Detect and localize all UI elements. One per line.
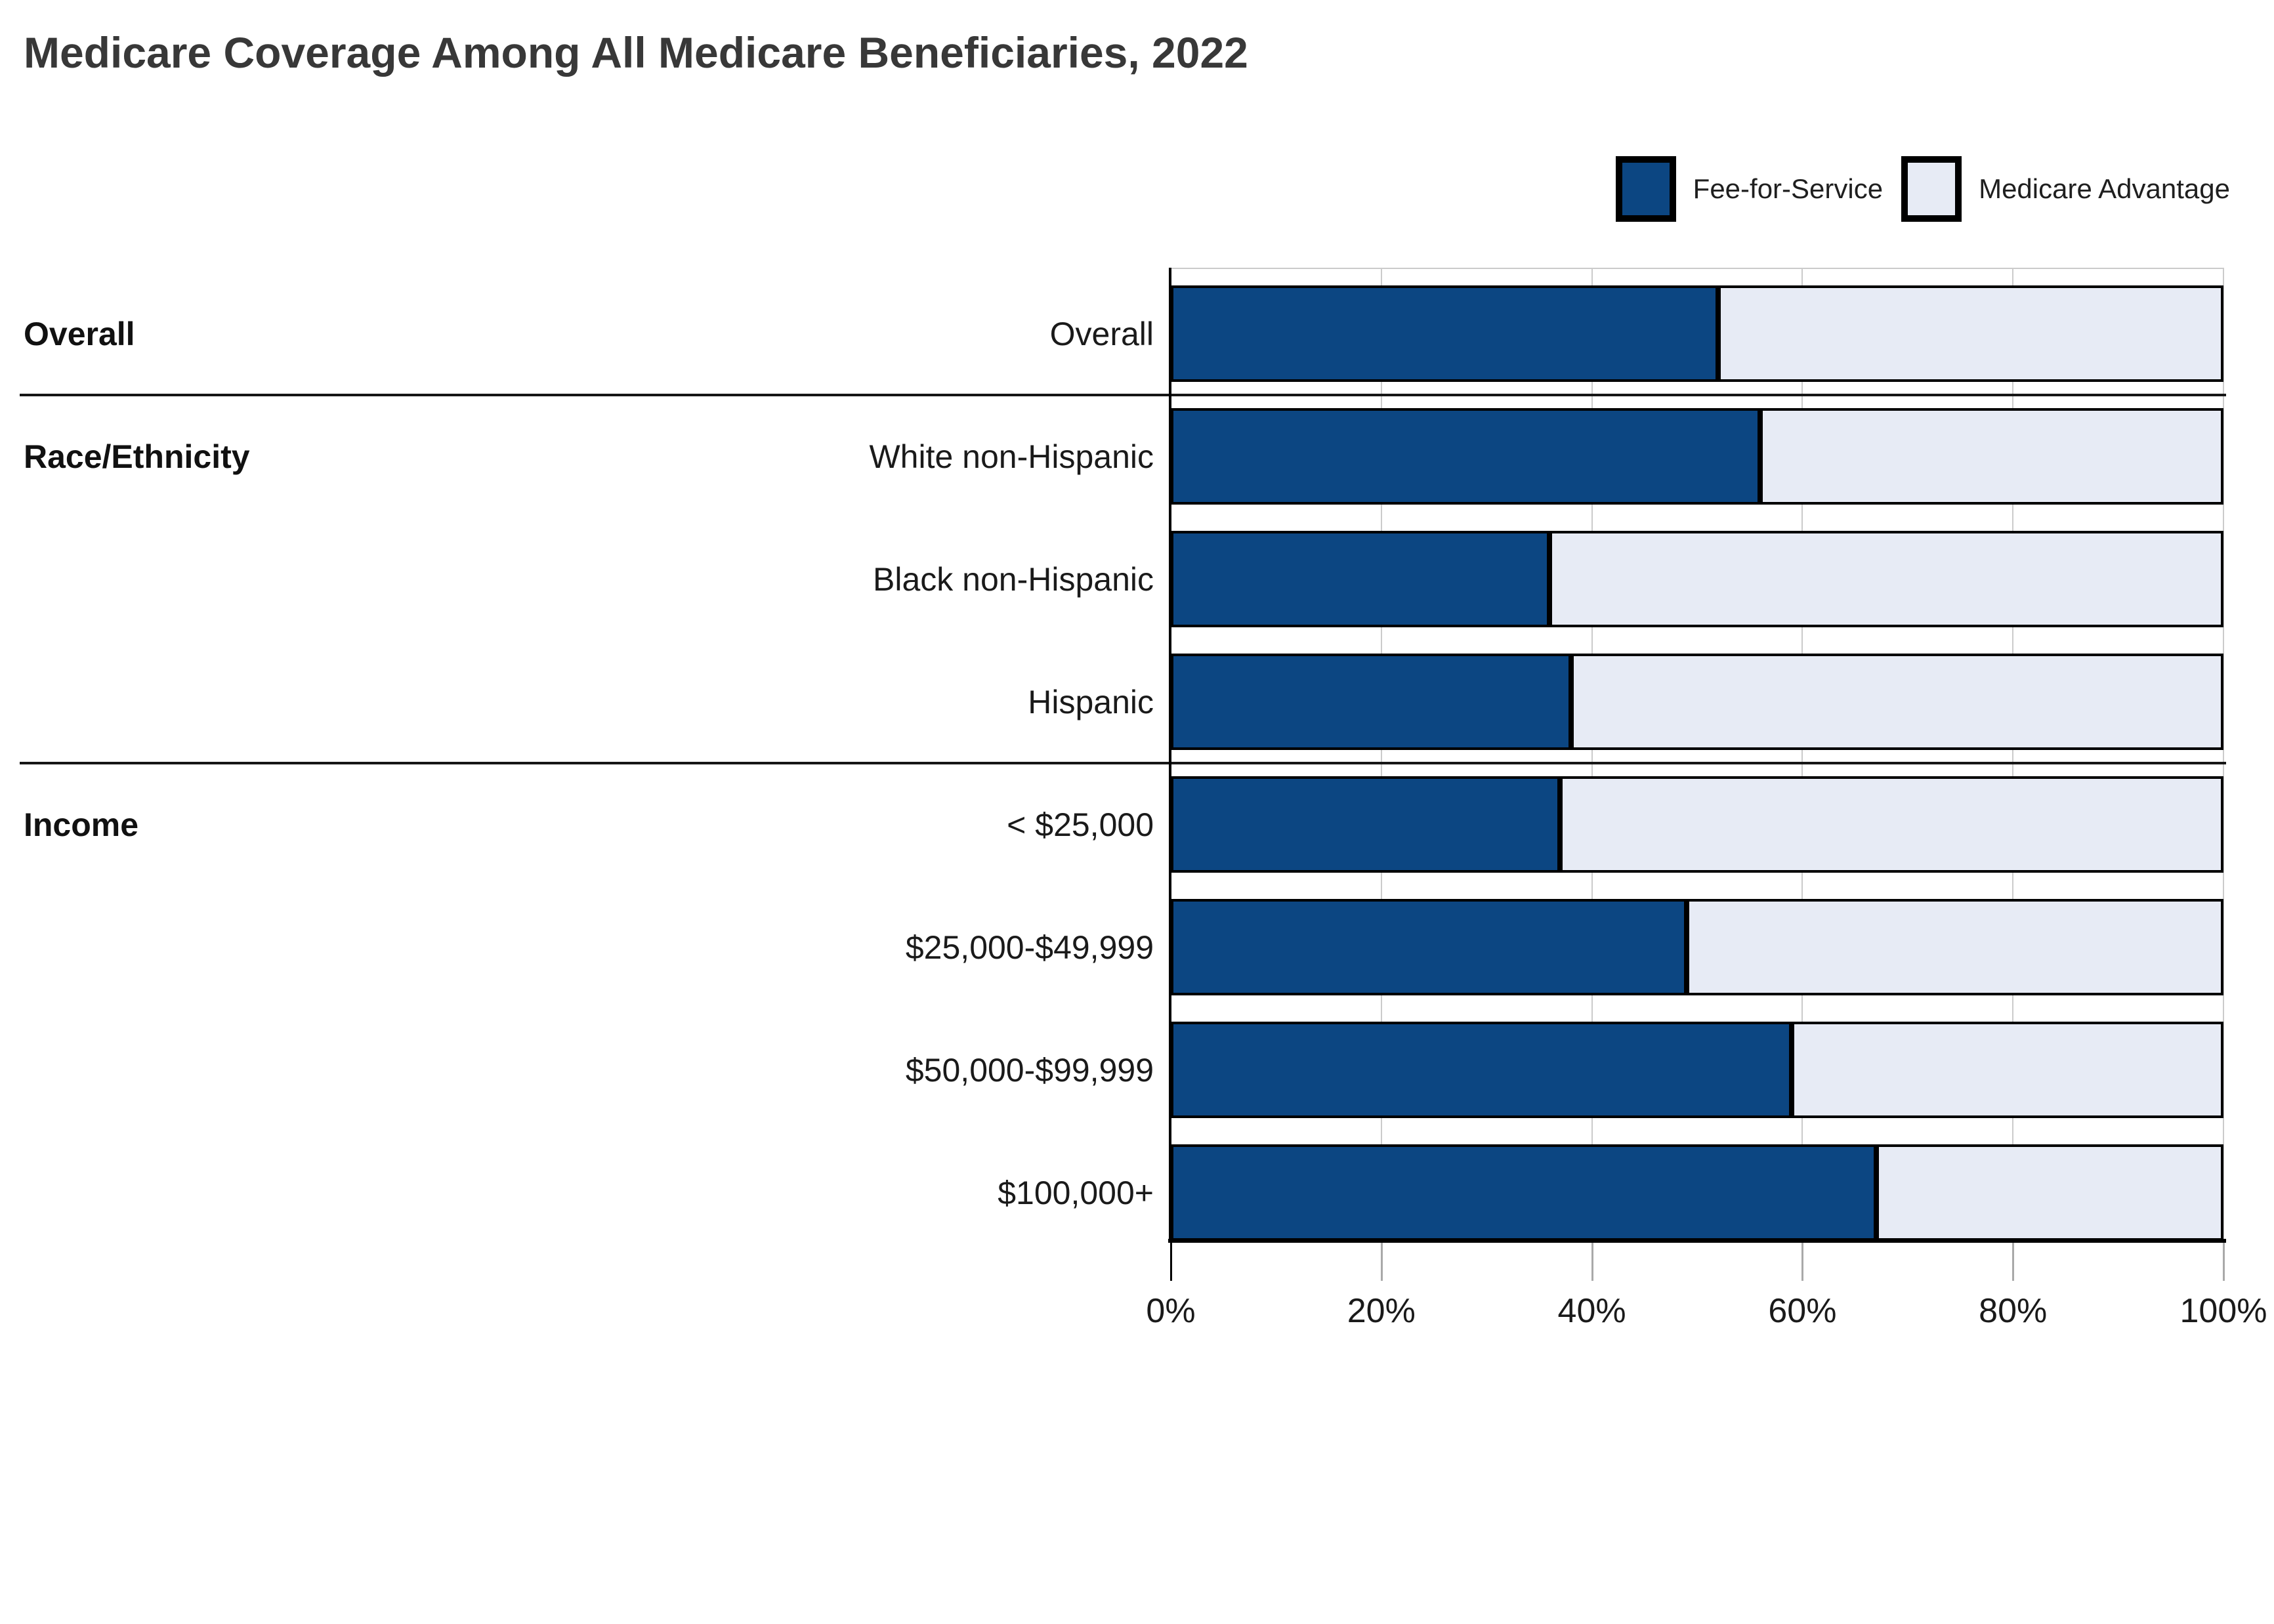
bar-row [1171, 654, 2223, 750]
x-axis-tick [2223, 1243, 2225, 1281]
x-axis-tick [1170, 1243, 1172, 1281]
bar-row [1171, 531, 2223, 627]
x-tick-label: 0% [1146, 1292, 1196, 1330]
medicare-advantage-bar-segment [1760, 408, 2223, 505]
bar-row [1171, 1022, 2223, 1118]
bar-row [1171, 776, 2223, 873]
x-axis-tick [2012, 1243, 2014, 1281]
bar-row [1171, 1144, 2223, 1241]
medicare-advantage-bar-segment [1792, 1022, 2223, 1118]
fee-for-service-bar-segment [1171, 1144, 1876, 1241]
legend-label-medicare-advantage: Medicare Advantage [1979, 173, 2230, 204]
plot-top-border [1171, 268, 2223, 269]
x-axis-tick [1591, 1243, 1593, 1281]
legend-item-medicare-advantage: Medicare Advantage [1901, 156, 2230, 222]
bar-row [1171, 285, 2223, 382]
fee-for-service-bar-segment [1171, 776, 1561, 873]
section-label: Race/Ethnicity [24, 438, 250, 475]
y-axis-line [1169, 268, 1171, 1241]
chart-legend: Fee-for-Service Medicare Advantage [1615, 156, 2230, 222]
fee-for-service-bar-segment [1171, 531, 1550, 627]
fee-for-service-bar-segment [1171, 408, 1761, 505]
medicare-advantage-bar-segment [1570, 654, 2223, 750]
section-divider [20, 394, 2226, 396]
x-tick-label: 40% [1557, 1292, 1626, 1330]
x-tick-label: 60% [1768, 1292, 1837, 1330]
medicare-advantage-swatch-icon [1901, 156, 1962, 222]
fee-for-service-bar-segment [1171, 899, 1687, 995]
legend-label-fee-for-service: Fee-for-Service [1693, 173, 1884, 204]
row-label: $100,000+ [998, 1174, 1154, 1211]
row-label: White non-Hispanic [869, 438, 1154, 475]
fee-for-service-bar-segment [1171, 1022, 1792, 1118]
row-label: Overall [1049, 315, 1154, 352]
fee-for-service-swatch-icon [1615, 156, 1676, 222]
row-label: $25,000-$49,999 [905, 928, 1154, 966]
x-axis-line [1168, 1239, 2226, 1243]
medicare-advantage-bar-segment [1686, 899, 2223, 995]
gridline [1801, 268, 1803, 1241]
medicare-advantage-bar-segment [1549, 531, 2223, 627]
section-label: Overall [24, 315, 135, 352]
section-label: Income [24, 806, 139, 843]
x-tick-label: 100% [2179, 1292, 2267, 1330]
x-tick-label: 20% [1347, 1292, 1416, 1330]
gridline [1591, 268, 1593, 1241]
legend-item-fee-for-service: Fee-for-Service [1615, 156, 1884, 222]
fee-for-service-bar-segment [1171, 654, 1571, 750]
gridline [2012, 268, 2013, 1241]
gridline [1381, 268, 1382, 1241]
x-axis-tick [1381, 1243, 1383, 1281]
bar-row [1171, 408, 2223, 505]
section-divider [20, 762, 2226, 764]
medicare-advantage-bar-segment [1876, 1144, 2223, 1241]
row-label: Black non-Hispanic [873, 560, 1154, 598]
medicare-advantage-bar-segment [1718, 285, 2223, 382]
x-tick-label: 80% [1979, 1292, 2048, 1330]
gridline [2223, 268, 2224, 1241]
row-label: < $25,000 [1007, 806, 1154, 843]
x-axis-tick [1801, 1243, 1803, 1281]
medicare-advantage-bar-segment [1560, 776, 2223, 873]
bar-row [1171, 899, 2223, 995]
fee-for-service-bar-segment [1171, 285, 1719, 382]
row-label: Hispanic [1028, 683, 1154, 720]
row-label: $50,000-$99,999 [905, 1051, 1154, 1089]
chart-title: Medicare Coverage Among All Medicare Ben… [24, 28, 1248, 77]
